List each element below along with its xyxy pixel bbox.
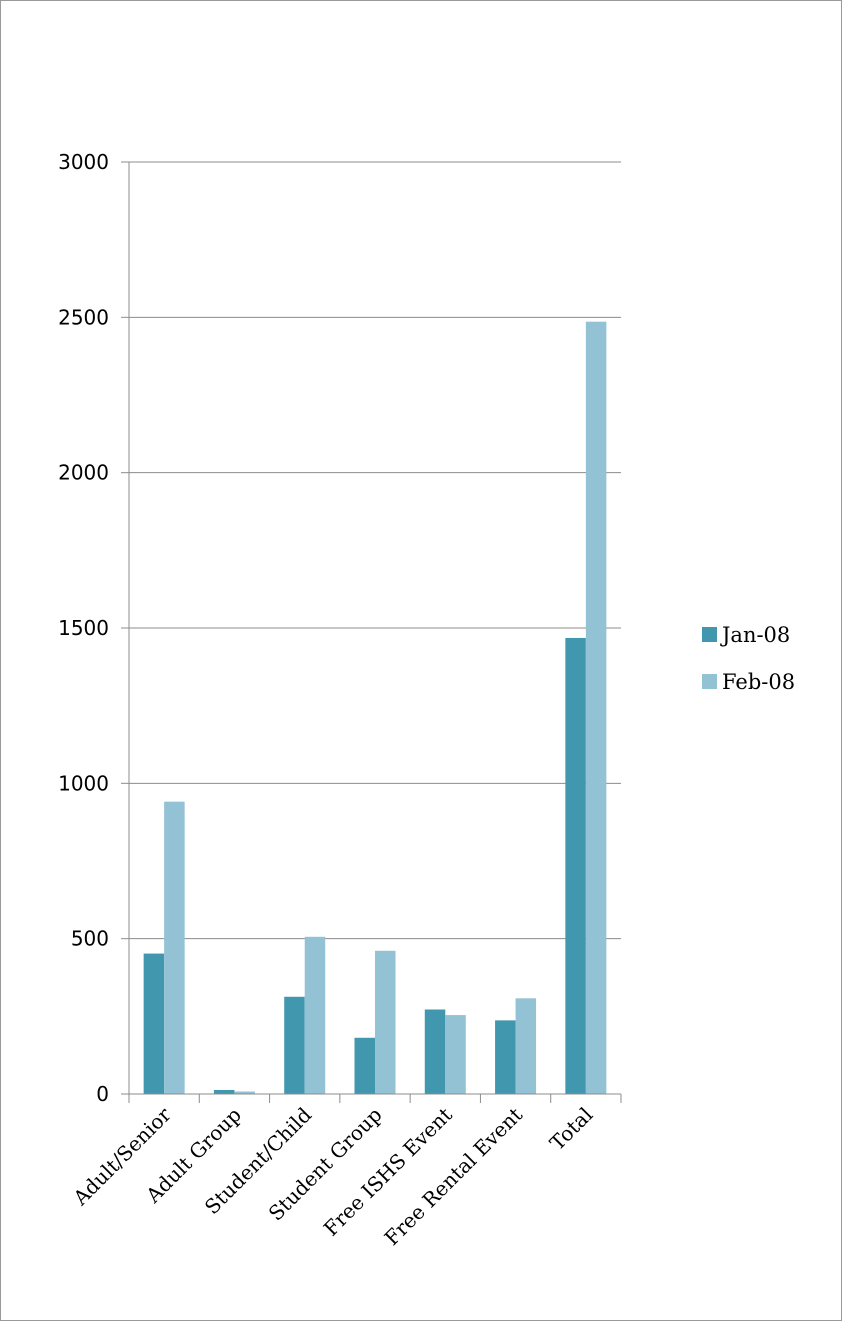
bar-jan-08 — [424, 1009, 446, 1094]
legend-label: Jan-08 — [720, 623, 790, 647]
y-tick-label: 1000 — [58, 771, 109, 795]
bar-feb-08 — [164, 801, 185, 1094]
y-tick-label: 500 — [71, 927, 109, 951]
x-tick-label: Free ISHS Event — [319, 1103, 457, 1241]
y-tick-label: 0 — [96, 1082, 109, 1106]
y-tick-label: 2000 — [58, 461, 109, 485]
x-tick-label: Total — [545, 1103, 597, 1155]
bar-feb-08 — [585, 321, 607, 1094]
bar-feb-08 — [304, 936, 326, 1094]
gridlines — [129, 161, 621, 940]
bar-feb-08 — [445, 1015, 466, 1094]
bar-jan-08 — [495, 1020, 516, 1094]
legend: Jan-08 Feb-08 — [702, 623, 795, 694]
bar-feb-08 — [234, 1091, 255, 1094]
x-tick-label: Free Rental Event — [380, 1103, 528, 1251]
bars — [143, 321, 607, 1094]
legend-swatch — [702, 627, 717, 642]
bar-jan-08 — [354, 1037, 375, 1094]
bar-jan-08 — [213, 1089, 235, 1094]
legend-swatch — [702, 674, 717, 689]
y-axis: 0 500 1000 1500 2000 2500 3000 — [58, 150, 130, 1106]
bar-feb-08 — [515, 998, 537, 1094]
bar-jan-08 — [143, 953, 165, 1094]
y-tick-label: 2500 — [58, 305, 109, 329]
y-tick-label: 1500 — [58, 616, 109, 640]
y-tick-label: 3000 — [58, 150, 109, 174]
bar-feb-08 — [375, 950, 396, 1094]
bar-jan-08 — [284, 996, 305, 1094]
legend-label: Feb-08 — [722, 670, 795, 694]
bar-jan-08 — [565, 637, 586, 1094]
